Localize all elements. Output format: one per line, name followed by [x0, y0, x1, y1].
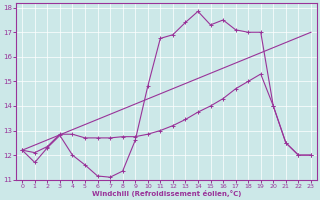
X-axis label: Windchill (Refroidissement éolien,°C): Windchill (Refroidissement éolien,°C) — [92, 190, 241, 197]
